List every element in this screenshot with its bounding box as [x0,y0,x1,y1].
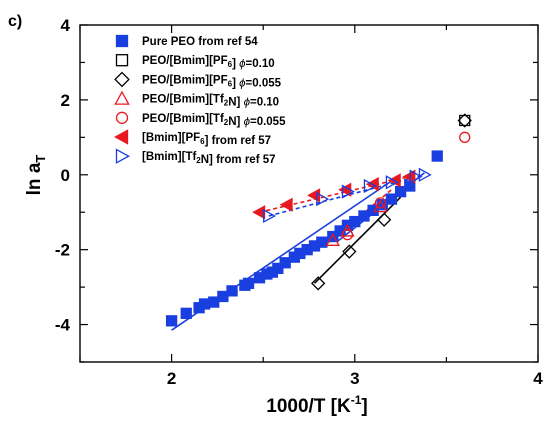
data-point [385,175,399,190]
data-point [279,257,291,269]
data-point [180,307,192,319]
data-point [341,229,354,241]
data-point [252,205,266,220]
data-point [431,150,443,162]
data-point [208,296,220,308]
data-point [279,197,293,212]
data-point [459,114,471,127]
legend-label: Pure PEO from ref 54 [142,36,258,48]
data-point [242,277,255,290]
y-tick-label: 2 [61,91,70,110]
data-point [310,276,326,291]
legend: Pure PEO from ref 54 PEO/[Bmim][PF6] ϕ=0.… [114,34,286,166]
y-axis-label: ln aT [24,155,48,196]
plot-frame [79,24,539,363]
legend-marker [115,34,129,48]
data-point [457,113,472,128]
legend-marker [114,71,130,88]
legend-label: [Bmim][Tf2N] from ref 57 [142,151,276,166]
data-point [376,212,392,227]
legend-marker [115,54,129,67]
data-point [217,290,229,303]
data-point [342,244,357,259]
legend-label: PEO/[Bmim][Tf2N] ϕ=0.10 [142,94,279,109]
legend-marker [114,90,130,105]
y-tick-label: 4 [61,16,71,35]
data-point [363,178,377,194]
legend-marker [115,148,130,164]
data-point [165,315,178,327]
data-markers [165,113,472,327]
plot-border [79,24,539,363]
data-point [263,208,277,224]
data-point [358,210,370,222]
data-point [409,169,423,184]
legend-label: [Bmim][PF6] from ref 57 [142,132,271,147]
panel-label: c) [8,13,22,30]
data-point [459,131,471,143]
data-point [198,298,211,310]
data-point [341,184,355,199]
x-axis-label: 1000/T [K-1] [266,393,367,417]
data-point [402,169,416,184]
data-point [349,215,361,228]
data-point [374,197,387,209]
legend-label: PEO/[Bmim][PF6] ϕ=0.10 [142,55,275,70]
data-point [226,285,238,297]
legend-marker [114,129,129,145]
y-tick-label: -4 [55,316,71,335]
x-tick-label: 3 [350,369,359,388]
axis-ticks: 2 3 4 4 2 0 -2 -4 [55,16,543,388]
data-point [316,192,330,207]
legend-label: PEO/[Bmim][Tf2N] ϕ=0.055 [142,113,286,128]
y-tick-label: -2 [55,241,70,260]
data-point [394,185,407,198]
fit-line [259,175,410,214]
data-point [316,236,328,248]
x-tick-label: 2 [167,369,176,388]
x-tick-label: 4 [533,369,543,388]
legend-marker [115,111,129,124]
data-point [325,232,340,246]
y-tick-label: 0 [61,166,70,185]
data-point [385,193,398,205]
legend-label: PEO/[Bmim][PF6] ϕ=0.055 [142,74,282,89]
data-point [418,167,432,182]
